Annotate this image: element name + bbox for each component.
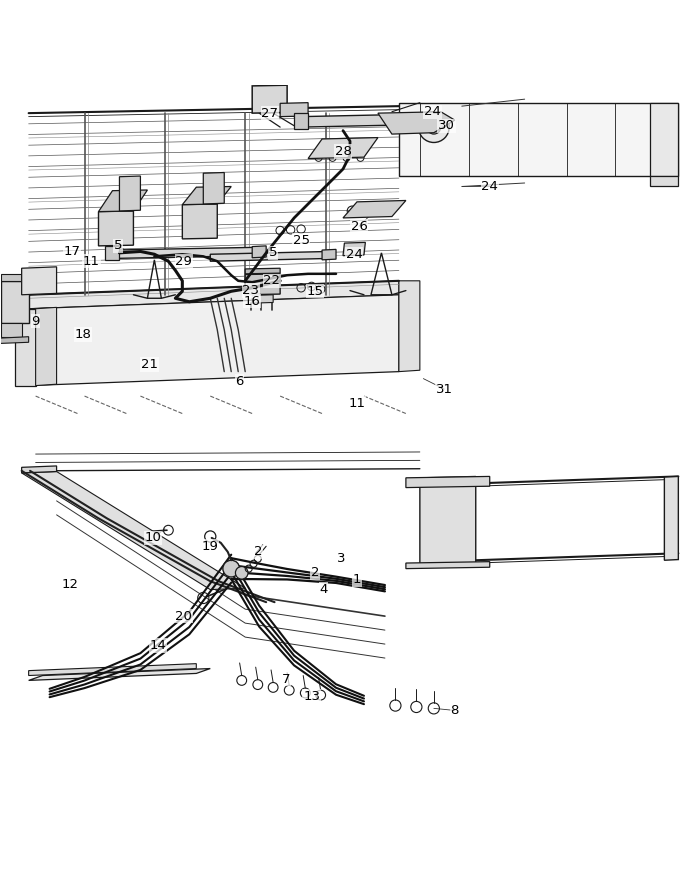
Polygon shape	[29, 668, 210, 680]
Polygon shape	[406, 561, 490, 568]
Text: 2: 2	[311, 567, 319, 580]
Polygon shape	[343, 201, 406, 218]
Polygon shape	[252, 85, 287, 113]
Text: 4: 4	[319, 583, 328, 596]
Polygon shape	[0, 336, 29, 343]
Text: 3: 3	[337, 552, 346, 565]
Polygon shape	[378, 112, 455, 134]
Polygon shape	[120, 176, 141, 211]
Polygon shape	[29, 281, 399, 308]
Text: 14: 14	[149, 639, 167, 652]
Text: 6: 6	[235, 375, 244, 388]
Text: 24: 24	[346, 248, 363, 261]
Polygon shape	[29, 295, 399, 386]
Text: 16: 16	[244, 295, 260, 308]
Polygon shape	[308, 137, 378, 158]
Polygon shape	[106, 246, 120, 260]
Polygon shape	[420, 476, 476, 485]
Text: 24: 24	[424, 105, 441, 118]
Polygon shape	[99, 211, 134, 246]
Polygon shape	[1, 322, 22, 336]
Circle shape	[419, 112, 449, 143]
Circle shape	[427, 120, 441, 134]
Polygon shape	[245, 274, 280, 295]
Text: 25: 25	[293, 234, 309, 247]
Polygon shape	[22, 267, 57, 295]
Text: 23: 23	[242, 284, 259, 297]
Polygon shape	[22, 472, 245, 589]
Text: 17: 17	[64, 245, 80, 258]
Polygon shape	[343, 242, 365, 255]
Text: 24: 24	[482, 180, 498, 193]
Polygon shape	[22, 466, 57, 473]
Text: 22: 22	[263, 275, 280, 288]
Text: 26: 26	[351, 220, 368, 233]
Circle shape	[235, 567, 248, 579]
Polygon shape	[322, 249, 336, 260]
Text: 8: 8	[451, 704, 459, 717]
Polygon shape	[245, 269, 280, 274]
Polygon shape	[294, 113, 308, 129]
Polygon shape	[15, 308, 36, 386]
Polygon shape	[210, 251, 329, 262]
Text: 27: 27	[261, 107, 278, 120]
Text: 2: 2	[253, 546, 262, 559]
Text: 10: 10	[145, 532, 162, 544]
Polygon shape	[252, 295, 273, 303]
Text: 9: 9	[32, 315, 40, 328]
Polygon shape	[29, 664, 196, 675]
Text: 11: 11	[349, 396, 365, 409]
Polygon shape	[399, 103, 678, 176]
Polygon shape	[113, 248, 259, 258]
Text: 19: 19	[202, 540, 218, 553]
Text: 13: 13	[303, 690, 320, 703]
Text: 11: 11	[83, 255, 100, 268]
Text: 30: 30	[438, 119, 455, 132]
Polygon shape	[36, 308, 57, 386]
Text: 28: 28	[335, 145, 351, 158]
Polygon shape	[1, 281, 29, 322]
Text: 12: 12	[62, 578, 79, 591]
Text: 31: 31	[436, 382, 453, 395]
Text: 1: 1	[353, 574, 361, 587]
Polygon shape	[280, 103, 308, 116]
Text: 15: 15	[307, 285, 323, 298]
Polygon shape	[650, 103, 678, 176]
Circle shape	[223, 561, 239, 577]
Polygon shape	[252, 246, 266, 258]
Polygon shape	[406, 476, 490, 488]
Text: 20: 20	[175, 610, 192, 623]
Text: 7: 7	[281, 673, 290, 686]
Polygon shape	[399, 281, 420, 372]
Polygon shape	[301, 115, 399, 127]
Polygon shape	[182, 204, 217, 239]
Polygon shape	[420, 483, 476, 567]
Polygon shape	[99, 190, 148, 212]
Text: 5: 5	[269, 246, 277, 259]
Polygon shape	[664, 476, 678, 561]
Polygon shape	[182, 187, 231, 205]
Text: 29: 29	[175, 255, 192, 268]
Polygon shape	[1, 274, 29, 281]
Text: 5: 5	[114, 239, 122, 252]
Polygon shape	[203, 173, 224, 204]
Text: 21: 21	[141, 358, 158, 371]
Text: 18: 18	[75, 328, 92, 342]
Polygon shape	[650, 176, 678, 187]
